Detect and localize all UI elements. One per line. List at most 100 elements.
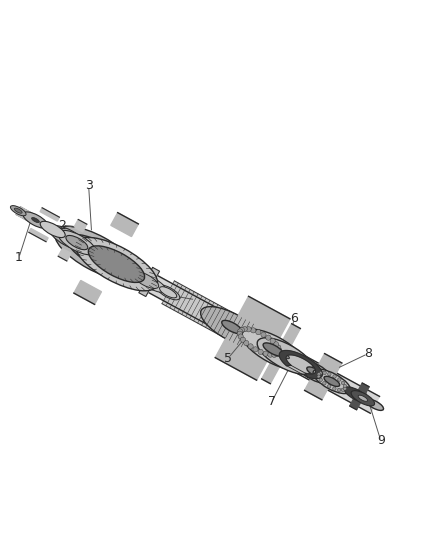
Polygon shape: [358, 383, 368, 394]
Ellipse shape: [241, 329, 304, 370]
Ellipse shape: [55, 226, 137, 280]
Circle shape: [260, 332, 265, 337]
Circle shape: [271, 352, 276, 358]
Text: 9: 9: [376, 434, 384, 448]
Polygon shape: [349, 399, 360, 410]
Ellipse shape: [14, 208, 22, 213]
Polygon shape: [74, 280, 101, 304]
Circle shape: [332, 387, 336, 390]
Ellipse shape: [57, 231, 79, 245]
Circle shape: [343, 384, 346, 388]
Circle shape: [237, 331, 242, 336]
Circle shape: [340, 381, 344, 385]
Circle shape: [274, 351, 279, 357]
Ellipse shape: [58, 230, 95, 255]
Ellipse shape: [67, 235, 124, 271]
Ellipse shape: [343, 387, 367, 402]
Polygon shape: [86, 241, 378, 413]
Ellipse shape: [88, 246, 144, 282]
Ellipse shape: [11, 206, 26, 216]
Circle shape: [239, 327, 244, 333]
Circle shape: [343, 387, 346, 390]
Text: 7: 7: [267, 395, 275, 408]
Ellipse shape: [238, 330, 255, 341]
Circle shape: [316, 373, 320, 376]
Circle shape: [247, 344, 253, 349]
Circle shape: [275, 345, 280, 350]
Polygon shape: [278, 324, 300, 352]
Circle shape: [327, 373, 330, 376]
Ellipse shape: [281, 353, 289, 359]
Ellipse shape: [312, 369, 350, 393]
Circle shape: [237, 329, 242, 334]
Ellipse shape: [23, 212, 48, 228]
Text: 5: 5: [224, 352, 232, 365]
Circle shape: [318, 378, 322, 382]
Ellipse shape: [32, 217, 39, 223]
Ellipse shape: [49, 225, 87, 250]
Circle shape: [237, 334, 243, 339]
Circle shape: [252, 347, 258, 352]
Polygon shape: [110, 213, 138, 237]
Polygon shape: [40, 208, 59, 221]
Polygon shape: [162, 281, 253, 347]
Circle shape: [276, 348, 281, 353]
Circle shape: [332, 375, 336, 378]
Polygon shape: [233, 296, 289, 346]
Text: 2: 2: [58, 219, 66, 231]
Polygon shape: [261, 356, 283, 384]
Circle shape: [265, 335, 270, 340]
Ellipse shape: [235, 328, 258, 343]
Text: 6: 6: [289, 312, 297, 325]
Circle shape: [269, 338, 275, 343]
Polygon shape: [215, 330, 271, 380]
Circle shape: [322, 382, 325, 385]
Circle shape: [318, 371, 322, 375]
Ellipse shape: [323, 376, 339, 386]
Polygon shape: [74, 220, 87, 232]
Polygon shape: [138, 268, 159, 296]
Text: 3: 3: [85, 179, 92, 192]
Ellipse shape: [350, 391, 374, 406]
Circle shape: [258, 349, 263, 354]
Ellipse shape: [221, 320, 241, 334]
Circle shape: [245, 327, 251, 332]
Ellipse shape: [257, 338, 313, 374]
Circle shape: [250, 328, 255, 333]
Circle shape: [337, 388, 340, 392]
Ellipse shape: [350, 391, 360, 398]
Circle shape: [276, 350, 281, 355]
Ellipse shape: [75, 237, 157, 291]
Ellipse shape: [82, 245, 99, 256]
Ellipse shape: [200, 306, 263, 348]
Polygon shape: [279, 351, 321, 378]
Ellipse shape: [357, 395, 367, 401]
Circle shape: [340, 388, 344, 392]
Circle shape: [267, 352, 272, 357]
Circle shape: [337, 378, 340, 381]
Polygon shape: [16, 207, 38, 224]
Ellipse shape: [40, 221, 65, 238]
Polygon shape: [304, 379, 327, 400]
Circle shape: [255, 329, 260, 335]
Polygon shape: [318, 353, 341, 374]
Circle shape: [273, 342, 278, 347]
Circle shape: [243, 341, 248, 346]
Text: 8: 8: [363, 347, 371, 360]
Circle shape: [322, 371, 325, 375]
Ellipse shape: [66, 236, 88, 249]
Circle shape: [240, 337, 245, 342]
Ellipse shape: [262, 343, 283, 356]
Polygon shape: [29, 229, 48, 241]
Ellipse shape: [133, 272, 158, 288]
Ellipse shape: [365, 399, 383, 410]
Ellipse shape: [306, 367, 321, 377]
Polygon shape: [58, 248, 71, 261]
Circle shape: [241, 327, 247, 332]
Circle shape: [327, 385, 330, 388]
Ellipse shape: [139, 276, 165, 292]
Circle shape: [316, 375, 320, 378]
Ellipse shape: [295, 360, 332, 384]
Circle shape: [262, 351, 268, 356]
Text: 4: 4: [163, 288, 171, 301]
